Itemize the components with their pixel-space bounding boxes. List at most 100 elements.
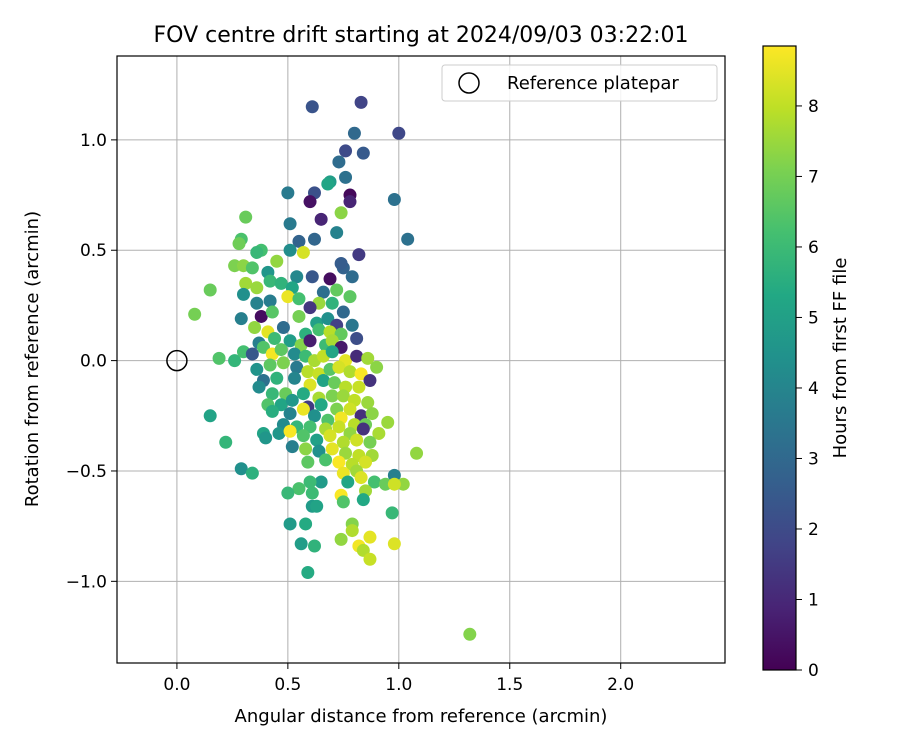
data-point [319, 453, 333, 467]
data-point [288, 371, 302, 385]
grid [117, 56, 725, 663]
data-point [363, 530, 377, 544]
data-point [212, 351, 226, 365]
colorbar-tick-label: 4 [808, 379, 819, 399]
colorbar-ticks: 0 1 2 3 4 5 6 7 8 [796, 97, 819, 681]
y-tick-label: 0.5 [80, 241, 107, 261]
data-point [361, 351, 375, 365]
data-point [325, 345, 339, 359]
data-point [301, 566, 315, 580]
data-point [361, 396, 375, 410]
data-point [334, 327, 348, 341]
data-point [365, 407, 379, 421]
data-point [370, 360, 384, 374]
data-point [283, 424, 297, 438]
data-point [239, 276, 253, 290]
data-point [303, 195, 317, 209]
data-point [463, 627, 477, 641]
data-point [343, 290, 357, 304]
colorbar-tick-label: 8 [808, 97, 819, 117]
data-point [283, 407, 297, 421]
data-point [354, 95, 368, 109]
colorbar-tick-label: 5 [808, 308, 819, 328]
data-point [339, 144, 353, 158]
data-point [263, 358, 277, 372]
colorbar-tick-label: 2 [808, 520, 819, 540]
data-point [299, 517, 313, 531]
data-point [303, 378, 317, 392]
data-point [363, 373, 377, 387]
data-point [350, 332, 364, 346]
data-point [290, 360, 304, 374]
data-point [316, 373, 330, 387]
data-point [274, 276, 288, 290]
data-point [296, 402, 310, 416]
data-point [281, 290, 295, 304]
data-point [325, 296, 339, 310]
data-point [381, 415, 395, 429]
x-axis-label: Angular distance from reference (arcmin) [235, 706, 608, 727]
data-point [336, 495, 350, 509]
data-point [350, 433, 364, 447]
legend: Reference platepar [441, 64, 718, 102]
data-point [274, 398, 288, 412]
x-tick-label: 0.0 [163, 675, 190, 695]
data-point [343, 402, 357, 416]
data-point [265, 387, 279, 401]
data-point [276, 320, 290, 334]
data-point [248, 320, 262, 334]
data-point [336, 305, 350, 319]
data-point [265, 305, 279, 319]
data-point [367, 475, 381, 489]
data-point [299, 442, 313, 456]
data-point [356, 422, 370, 436]
data-point [356, 493, 370, 507]
data-point [303, 301, 317, 315]
data-point [303, 475, 317, 489]
data-point [354, 471, 368, 485]
data-point [228, 354, 242, 368]
data-point [296, 245, 310, 259]
data-point [234, 312, 248, 326]
data-point [285, 440, 299, 454]
data-point [334, 532, 348, 546]
data-point [345, 524, 359, 538]
data-point [323, 272, 337, 286]
x-tick-label: 1.0 [385, 675, 412, 695]
data-point [323, 429, 337, 443]
x-axis: 0.0 0.5 1.0 1.5 2.0 [163, 663, 634, 695]
data-point [259, 431, 273, 445]
data-point [332, 360, 346, 374]
data-point [325, 334, 339, 348]
data-point [283, 217, 297, 231]
data-point [307, 232, 321, 246]
data-point [263, 294, 277, 308]
data-point [339, 170, 353, 184]
data-point [188, 307, 202, 321]
data-point [270, 254, 284, 268]
data-point [359, 455, 373, 469]
data-point [325, 442, 339, 456]
data-point [392, 126, 406, 140]
data-point [232, 237, 246, 251]
data-point [296, 387, 310, 401]
data-point [347, 126, 361, 140]
data-point [343, 365, 357, 379]
data-point [330, 226, 344, 240]
data-point [327, 376, 341, 390]
data-point [250, 281, 264, 295]
x-tick-label: 2.0 [607, 675, 634, 695]
data-point [234, 462, 248, 476]
data-point [387, 192, 401, 206]
scatter-points [188, 95, 477, 641]
data-point [334, 206, 348, 220]
data-point [245, 347, 259, 361]
y-tick-label: −1.0 [66, 572, 107, 592]
data-point [321, 177, 335, 191]
chart-title: FOV centre drift starting at 2024/09/03 … [154, 23, 689, 48]
data-point [268, 332, 282, 346]
colorbar-label: Hours from first FF file [830, 258, 851, 459]
data-point [301, 365, 315, 379]
colorbar-tick-label: 6 [808, 238, 819, 258]
